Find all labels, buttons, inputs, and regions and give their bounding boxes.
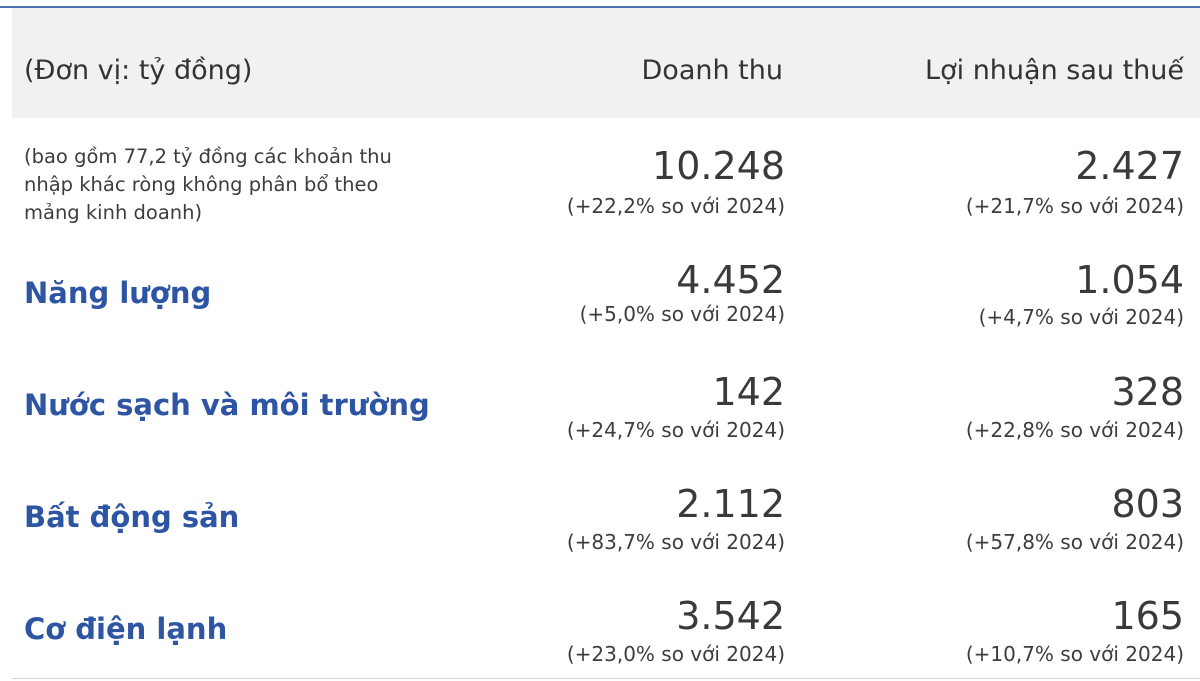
total-revenue-change: (+22,2% so với 2024) [566, 194, 785, 218]
unit-header: (Đơn vị: tỷ đồng) [24, 55, 253, 86]
real-estate-profit-change: (+57,8% so với 2024) [965, 530, 1184, 554]
water-profit-change: (+22,8% so với 2024) [965, 418, 1184, 442]
total-note: (bao gồm 77,2 tỷ đồng các khoản thu nhập… [24, 145, 392, 224]
top-divider [0, 6, 1200, 8]
water-revenue-value: 142 [712, 370, 785, 414]
real-estate-revenue-change: (+83,7% so với 2024) [566, 530, 785, 554]
water-revenue-change: (+24,7% so với 2024) [566, 418, 785, 442]
profit-header: Lợi nhuận sau thuế [925, 55, 1184, 86]
energy-revenue-value: 4.452 [676, 258, 785, 302]
bottom-divider [12, 678, 1200, 679]
mep-revenue-value: 3.542 [676, 594, 785, 638]
energy-profit-value: 1.054 [1075, 258, 1184, 302]
segment-label-energy: Năng lượng [24, 276, 212, 310]
total-profit-change: (+21,7% so với 2024) [965, 194, 1184, 218]
mep-profit-value: 165 [1111, 594, 1184, 638]
segment-label-water: Nước sạch và môi trường [24, 388, 430, 422]
total-profit-value: 2.427 [1075, 144, 1184, 188]
real-estate-revenue-value: 2.112 [676, 482, 785, 526]
energy-profit-change: (+4,7% so với 2024) [978, 305, 1184, 329]
total-revenue-value: 10.248 [652, 144, 785, 188]
revenue-header: Doanh thu [641, 55, 783, 86]
segment-label-real-estate: Bất động sản [24, 500, 240, 534]
segment-label-mep: Cơ điện lạnh [24, 612, 228, 646]
mep-revenue-change: (+23,0% so với 2024) [566, 642, 785, 666]
water-profit-value: 328 [1111, 370, 1184, 414]
table-header [12, 8, 1200, 118]
real-estate-profit-value: 803 [1111, 482, 1184, 526]
mep-profit-change: (+10,7% so với 2024) [965, 642, 1184, 666]
energy-revenue-change: (+5,0% so với 2024) [579, 302, 785, 326]
